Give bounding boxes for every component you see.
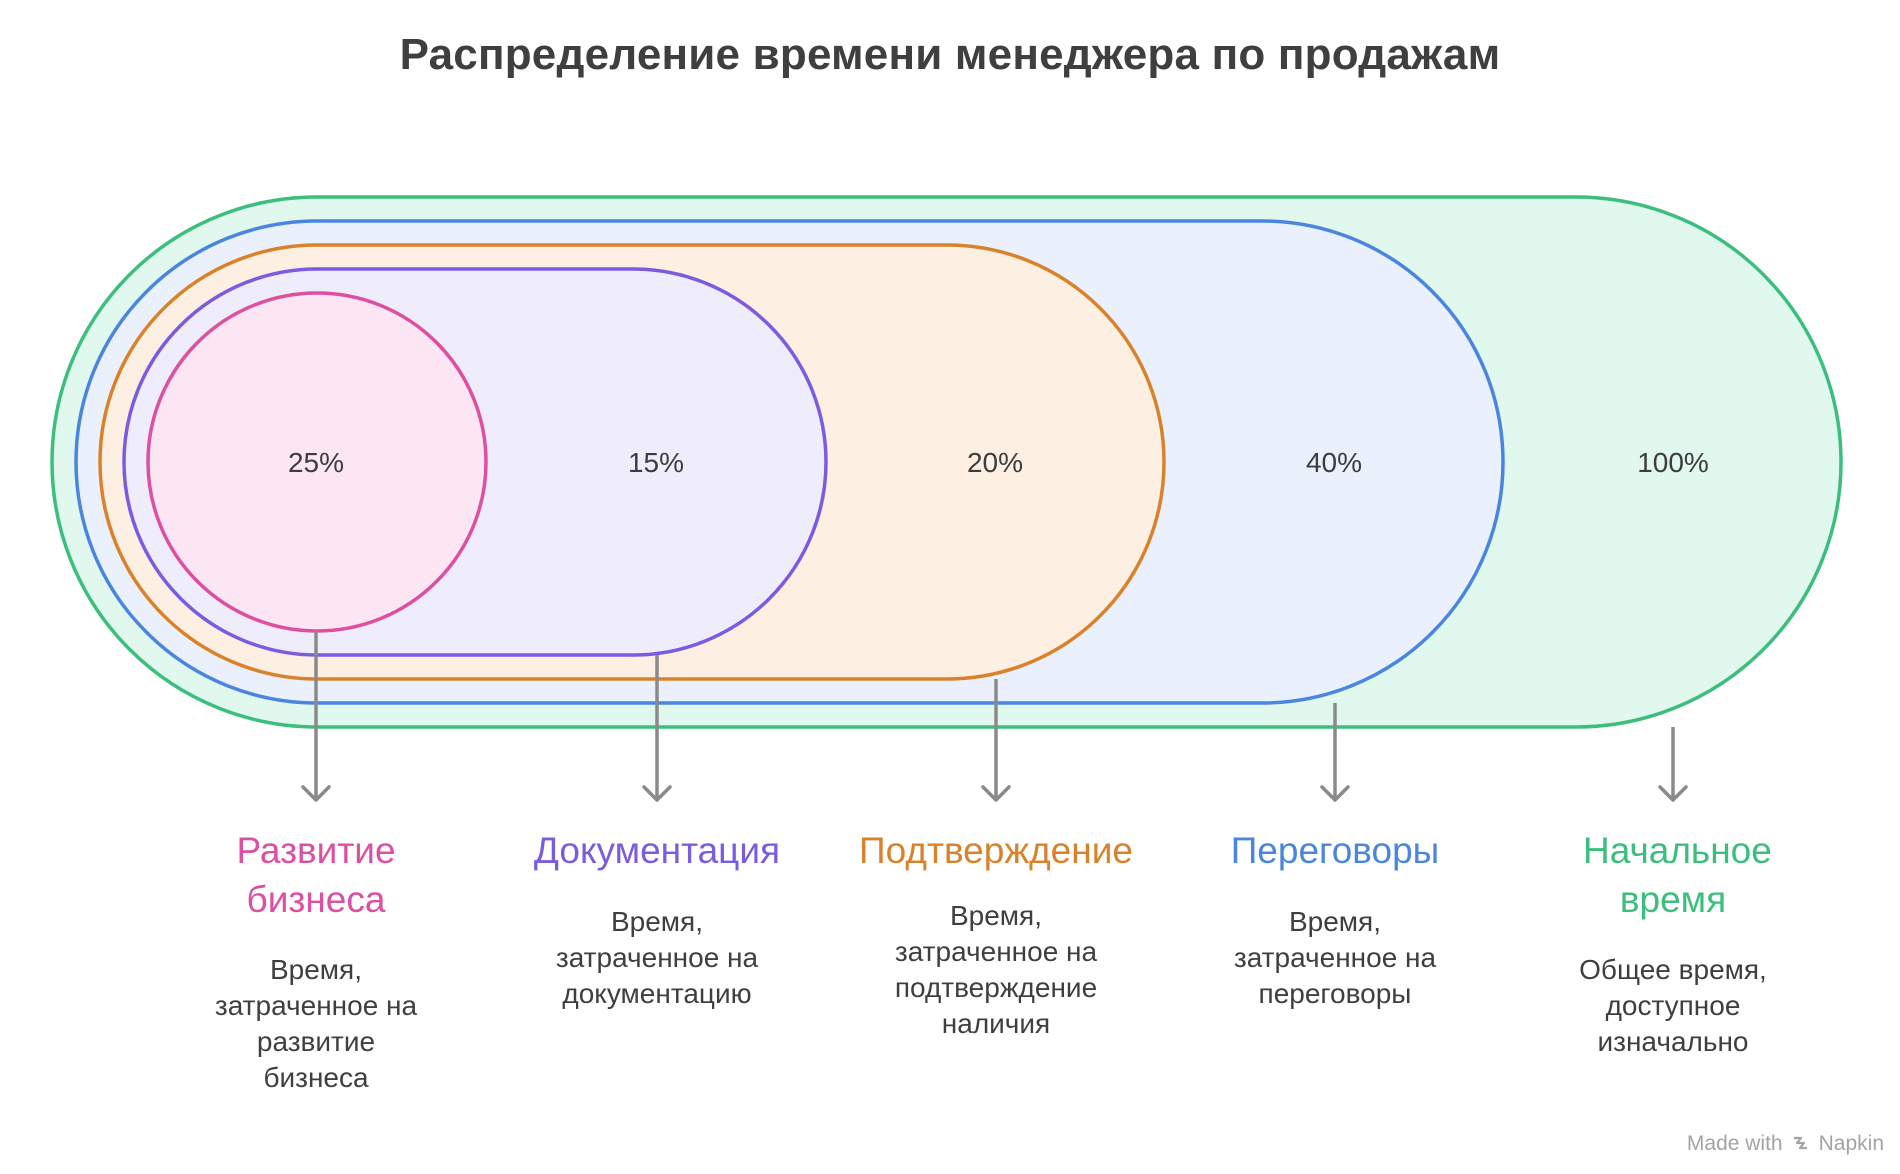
label-title-documentation: Документация (533, 830, 781, 871)
label-title-confirmation: Подтверждение (859, 830, 1133, 871)
label-title-business: Развитие бизнеса (236, 830, 396, 920)
label-column-negotiation: Переговоры Время, затраченное на перегово… (1185, 826, 1485, 1009)
label-description-confirmation: Время, затраченное на подтверждение нали… (894, 900, 1098, 1039)
label-title-initial: Начальное время (1583, 830, 1772, 920)
made-with-napkin: Made with Napkin (1687, 1132, 1884, 1156)
label-description-negotiation: Время, затраченное на переговоры (1233, 906, 1437, 1009)
label-column-confirmation: Подтверждение Время, затраченное на подтв… (846, 826, 1146, 1039)
percent-label-confirmation: 20% (967, 447, 1023, 478)
arrow-negotiation (1320, 703, 1350, 802)
made-with-label: Made with (1686, 1132, 1783, 1155)
arrow-documentation (642, 655, 672, 802)
label-column-initial: Начальное время Общее время, доступное из… (1523, 826, 1823, 1057)
percent-label-business: 25% (288, 447, 344, 478)
napkin-brand-label: Napkin (1818, 1132, 1884, 1155)
napkin-logo-icon (1793, 1136, 1807, 1150)
label-description-business: Время, затраченное на развитие бизнеса (214, 954, 418, 1093)
label-column-documentation: Документация Время, затраченное на докуме… (507, 826, 807, 1009)
page-title: Распределение времени менеджера по прода… (399, 30, 1501, 79)
percent-label-documentation: 15% (628, 447, 684, 478)
arrow-confirmation (981, 679, 1011, 802)
label-description-initial: Общее время, доступное изначально (1579, 954, 1767, 1057)
label-description-documentation: Время, затраченное на документацию (555, 906, 759, 1009)
percent-label-negotiation: 40% (1306, 447, 1362, 478)
arrow-initial (1658, 727, 1688, 802)
arrow-business (301, 631, 331, 802)
label-title-negotiation: Переговоры (1230, 830, 1440, 871)
label-column-business: Развитие бизнеса Время, затраченное на ра… (166, 826, 466, 1093)
percent-label-initial: 100% (1637, 447, 1709, 478)
